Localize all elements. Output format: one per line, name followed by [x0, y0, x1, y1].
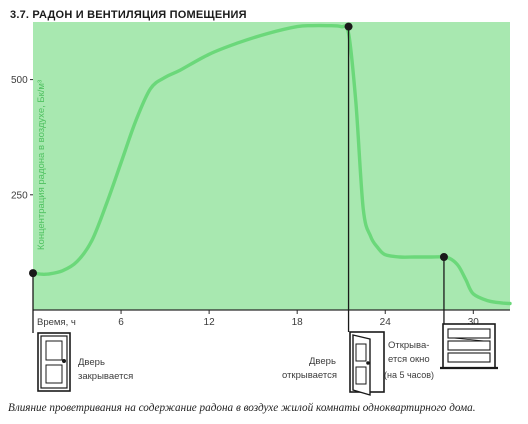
x-tick-labels: 6 12 18 24 30 [118, 317, 479, 328]
x-tick-label: 6 [118, 317, 124, 328]
door-open-label-2: открывается [282, 370, 337, 381]
figure-caption: Влияние проветривания на содержание радо… [8, 402, 476, 414]
x-tick-label: 12 [204, 317, 216, 328]
axes [30, 79, 510, 314]
radon-curve [31, 23, 512, 306]
window-icon [440, 323, 498, 370]
y-tick-label: 500 [11, 75, 28, 86]
y-axis-label: Концентрация радона в воздухе, Бк/м³ [36, 80, 47, 250]
door-close-label-1: Дверь [78, 357, 105, 368]
window-label-2: ется окно [388, 354, 430, 365]
x-tick-label: 30 [468, 317, 480, 328]
plot-area [33, 22, 510, 310]
event-marker [344, 22, 353, 31]
event-markers [29, 22, 448, 278]
event-lines [32, 26, 445, 333]
x-axis-label: Время, ч [37, 317, 76, 328]
x-tick-label: 24 [380, 317, 392, 328]
door-open-label-1: Дверь [309, 356, 336, 367]
door-closed-icon [37, 332, 71, 392]
window-label-1: Открыва- [388, 340, 429, 351]
x-tick-label: 18 [292, 317, 304, 328]
door-close-label-2: закрывается [78, 371, 133, 382]
event-marker [29, 269, 37, 278]
y-tick-labels: 250 500 [11, 75, 28, 201]
figure-title: 3.7. РАДОН И ВЕНТИЛЯЦИЯ ПОМЕЩЕНИЯ [10, 9, 247, 21]
event-marker [439, 253, 448, 262]
y-tick-label: 250 [11, 190, 28, 201]
door-open-icon [349, 331, 385, 396]
window-label-3: (на 5 часов) [384, 370, 434, 380]
